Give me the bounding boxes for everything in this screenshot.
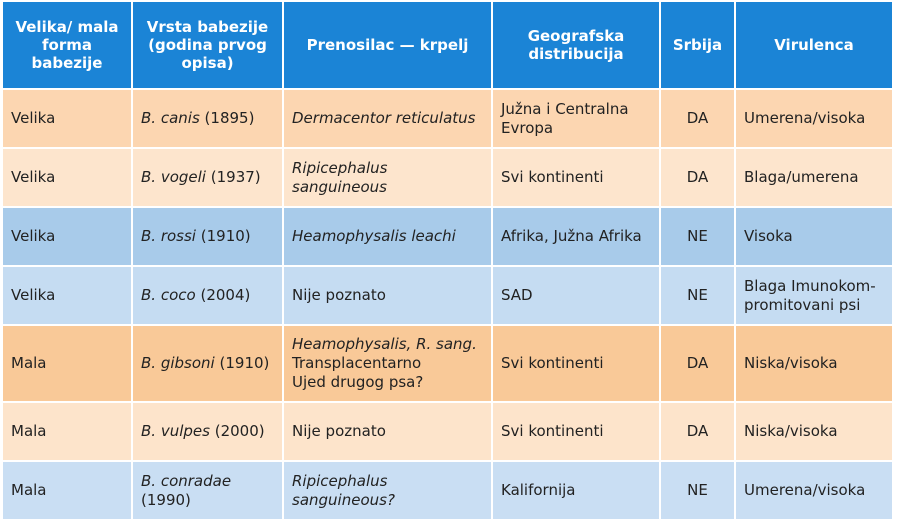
cell-forma: Velika <box>3 208 133 267</box>
cell-vrsta: B. canis (1895) <box>133 90 284 149</box>
species-name: B. rossi <box>141 227 196 245</box>
cell-distribucija: Kalifornija <box>493 462 661 521</box>
header-prenosilac: Prenosilac — krpelj <box>284 2 493 90</box>
cell-srbija: NE <box>661 267 736 326</box>
cell-prenosilac: Dermacentor reticulatus <box>284 90 493 149</box>
cell-srbija: NE <box>661 208 736 267</box>
cell-distribucija: Svi kontinenti <box>493 403 661 462</box>
vector-line: Heamophysalis, R. sang. <box>292 335 477 353</box>
cell-distribucija: Svi kontinenti <box>493 149 661 208</box>
cell-srbija: DA <box>661 326 736 403</box>
species-name: B. gibsoni <box>141 354 215 372</box>
vector-line: Nije poznato <box>292 422 386 440</box>
cell-prenosilac: Nije poznato <box>284 403 493 462</box>
cell-srbija: DA <box>661 149 736 208</box>
vector-line: Heamophysalis leachi <box>292 227 456 245</box>
table-row: Mala B. conradae (1990) Ripicephalus sangu… <box>3 462 892 521</box>
cell-prenosilac: Ripicephalus sanguineous? <box>284 462 493 521</box>
header-vrsta: Vrsta babezije (godina prvog opisa) <box>133 2 284 90</box>
cell-vrsta: B. conradae (1990) <box>133 462 284 521</box>
table-body: Velika B. canis (1895) Dermacentor reticul… <box>3 90 892 521</box>
table-row: Mala B. vulpes (2000) Nije poznato Svi kont… <box>3 403 892 462</box>
cell-distribucija: Afrika, Južna Afrika <box>493 208 661 267</box>
species-name: B. conradae <box>141 471 232 490</box>
cell-srbija: NE <box>661 462 736 521</box>
species-name: B. vogeli <box>141 168 206 186</box>
header-distribucija: Geografska distribucija <box>493 2 661 90</box>
cell-distribucija: SAD <box>493 267 661 326</box>
cell-virulencija: Umerena/visoka <box>736 90 892 149</box>
species-year: (2000) <box>214 422 265 440</box>
cell-vrsta: B. rossi (1910) <box>133 208 284 267</box>
vector-line: Ripicephalus sanguineous? <box>292 471 395 509</box>
cell-virulencija: Blaga/umerena <box>736 149 892 208</box>
species-name: B. canis <box>141 109 200 127</box>
cell-prenosilac: Ripicephalus sanguineous <box>284 149 493 208</box>
cell-vrsta: B. vogeli (1937) <box>133 149 284 208</box>
cell-forma: Mala <box>3 403 133 462</box>
species-year: (1895) <box>204 109 255 127</box>
cell-virulencija: Niska/visoka <box>736 326 892 403</box>
species-year: (1910) <box>200 227 251 245</box>
species-year: (1910) <box>219 354 270 372</box>
cell-prenosilac: Heamophysalis, R. sang. Transplacentarno U… <box>284 326 493 403</box>
cell-virulencija: Umerena/visoka <box>736 462 892 521</box>
table-row: Velika B. vogeli (1937) Ripicephalus sangu… <box>3 149 892 208</box>
cell-prenosilac: Heamophysalis leachi <box>284 208 493 267</box>
cell-virulencija: Visoka <box>736 208 892 267</box>
cell-virulencija: Blaga Imunokom-promitovani psi <box>736 267 892 326</box>
babesia-table: Velika/ mala forma babezije Vrsta babezi… <box>3 2 892 521</box>
cell-vrsta: B. vulpes (2000) <box>133 403 284 462</box>
cell-vrsta: B. coco (2004) <box>133 267 284 326</box>
table-row: Velika B. rossi (1910) Heamophysalis leach… <box>3 208 892 267</box>
vector-line: Ujed drugog psa? <box>292 373 424 391</box>
vector-line: Ripicephalus sanguineous <box>292 158 388 196</box>
cell-srbija: DA <box>661 403 736 462</box>
cell-srbija: DA <box>661 90 736 149</box>
vector-line: Nije poznato <box>292 286 386 304</box>
species-year: (2004) <box>200 286 251 304</box>
cell-forma: Mala <box>3 462 133 521</box>
species-year: (1990) <box>141 490 191 509</box>
table-row: Velika B. coco (2004) Nije poznato SAD NE Bla… <box>3 267 892 326</box>
table-row: Mala B. gibsoni (1910) Heamophysalis, R. s… <box>3 326 892 403</box>
cell-vrsta: B. gibsoni (1910) <box>133 326 284 403</box>
cell-distribucija: Svi kontinenti <box>493 326 661 403</box>
cell-forma: Velika <box>3 149 133 208</box>
species-name: B. coco <box>141 286 196 304</box>
header-forma: Velika/ mala forma babezije <box>3 2 133 90</box>
cell-prenosilac: Nije poznato <box>284 267 493 326</box>
vector-line: Transplacentarno <box>292 354 422 372</box>
header-row: Velika/ mala forma babezije Vrsta babezi… <box>3 2 892 90</box>
cell-forma: Mala <box>3 326 133 403</box>
species-year: (1937) <box>210 168 261 186</box>
cell-forma: Velika <box>3 267 133 326</box>
cell-forma: Velika <box>3 90 133 149</box>
cell-distribucija: Južna i Centralna Evropa <box>493 90 661 149</box>
species-name: B. vulpes <box>141 422 210 440</box>
cell-virulencija: Niska/visoka <box>736 403 892 462</box>
table-row: Velika B. canis (1895) Dermacentor reticul… <box>3 90 892 149</box>
vector-line: Dermacentor reticulatus <box>292 109 476 127</box>
header-srbija: Srbija <box>661 2 736 90</box>
header-virulencija: Virulenca <box>736 2 892 90</box>
